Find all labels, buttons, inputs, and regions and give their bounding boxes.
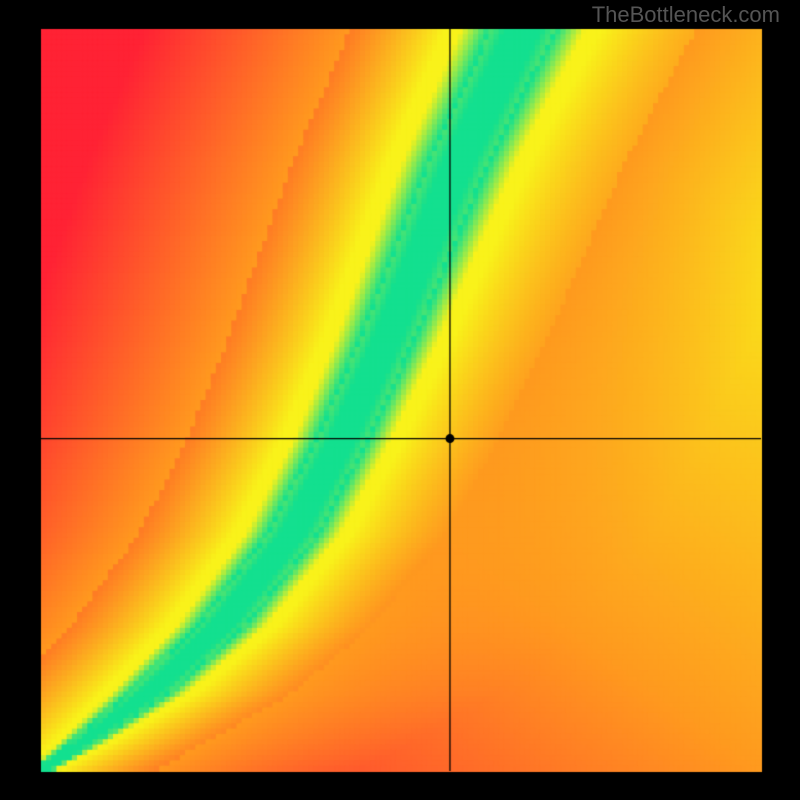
bottleneck-heatmap	[0, 0, 800, 800]
watermark-text: TheBottleneck.com	[592, 2, 780, 28]
